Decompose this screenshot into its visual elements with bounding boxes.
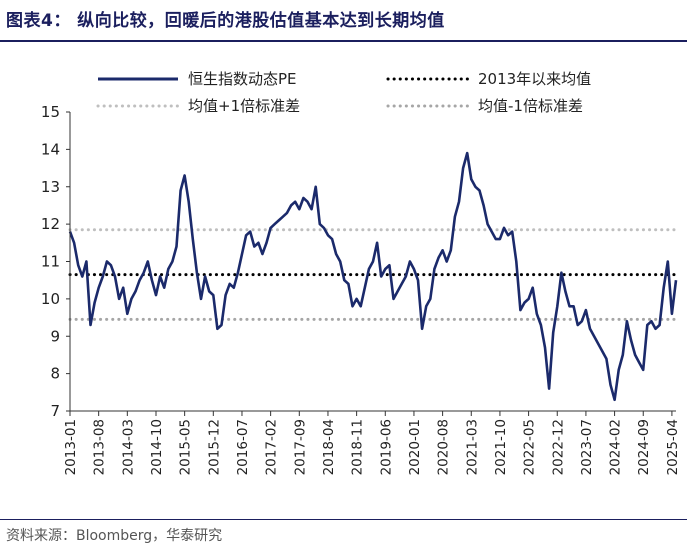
legend-label-1: 2013年以来均值 bbox=[478, 70, 591, 88]
y-tick-label: 8 bbox=[50, 365, 60, 383]
x-tick-label: 2022-12 bbox=[550, 419, 566, 475]
x-tick-label: 2022-05 bbox=[522, 419, 538, 475]
title-divider bbox=[0, 40, 687, 42]
x-tick-label: 2019-06 bbox=[378, 419, 394, 475]
figure-title: 图表4： 纵向比较，回暖后的港股估值基本达到长期均值 bbox=[6, 11, 445, 31]
chart-axes: 7 8 9 10 11 12 13 14 15 2013-01 2013-08 2014-03 2014… bbox=[41, 103, 681, 475]
x-tick-label: 2024-09 bbox=[636, 419, 652, 475]
legend-label-3: 均值-1倍标准差 bbox=[478, 97, 583, 115]
x-tick-label: 2020-01 bbox=[407, 419, 423, 475]
x-tick-label: 2021-03 bbox=[464, 419, 480, 475]
x-tick-label: 2021-10 bbox=[493, 419, 509, 475]
x-tick-label: 2018-04 bbox=[321, 419, 337, 475]
x-tick-label: 2014-10 bbox=[149, 419, 165, 475]
y-tick-label: 15 bbox=[41, 103, 60, 121]
y-tick-label: 9 bbox=[50, 327, 60, 345]
y-tick-label: 11 bbox=[41, 253, 60, 271]
x-tick-label: 2014-03 bbox=[120, 419, 136, 475]
x-tick-label: 2020-08 bbox=[436, 419, 452, 475]
legend-label-0: 恒生指数动态PE bbox=[188, 70, 297, 88]
reference-lines bbox=[68, 228, 678, 321]
x-tick-label: 2023-07 bbox=[579, 419, 595, 475]
x-tick-label: 2024-02 bbox=[608, 419, 624, 475]
x-tick-label: 2017-09 bbox=[292, 419, 308, 475]
y-tick-label: 7 bbox=[50, 402, 60, 420]
y-tick-label: 14 bbox=[41, 140, 60, 158]
x-tick-label: 2015-05 bbox=[178, 419, 194, 475]
x-tick-label: 2016-07 bbox=[235, 419, 251, 475]
x-tick-label: 2017-02 bbox=[264, 419, 280, 475]
x-tick-label: 2013-08 bbox=[92, 419, 108, 475]
legend-label-2: 均值+1倍标准差 bbox=[188, 97, 300, 115]
x-tick-label: 2015-12 bbox=[206, 419, 222, 475]
y-tick-label: 13 bbox=[41, 178, 60, 196]
y-tick-label: 12 bbox=[41, 215, 60, 233]
x-tick-label: 2025-04 bbox=[665, 419, 681, 475]
y-tick-label: 10 bbox=[41, 290, 60, 308]
footer-divider bbox=[0, 519, 687, 520]
pe-series bbox=[68, 151, 678, 402]
source-note: 资料来源：Bloomberg，华泰研究 bbox=[6, 528, 223, 544]
pe-series-line bbox=[68, 151, 678, 402]
x-tick-label: 2018-11 bbox=[350, 419, 366, 475]
x-tick-label: 2013-01 bbox=[63, 419, 79, 475]
